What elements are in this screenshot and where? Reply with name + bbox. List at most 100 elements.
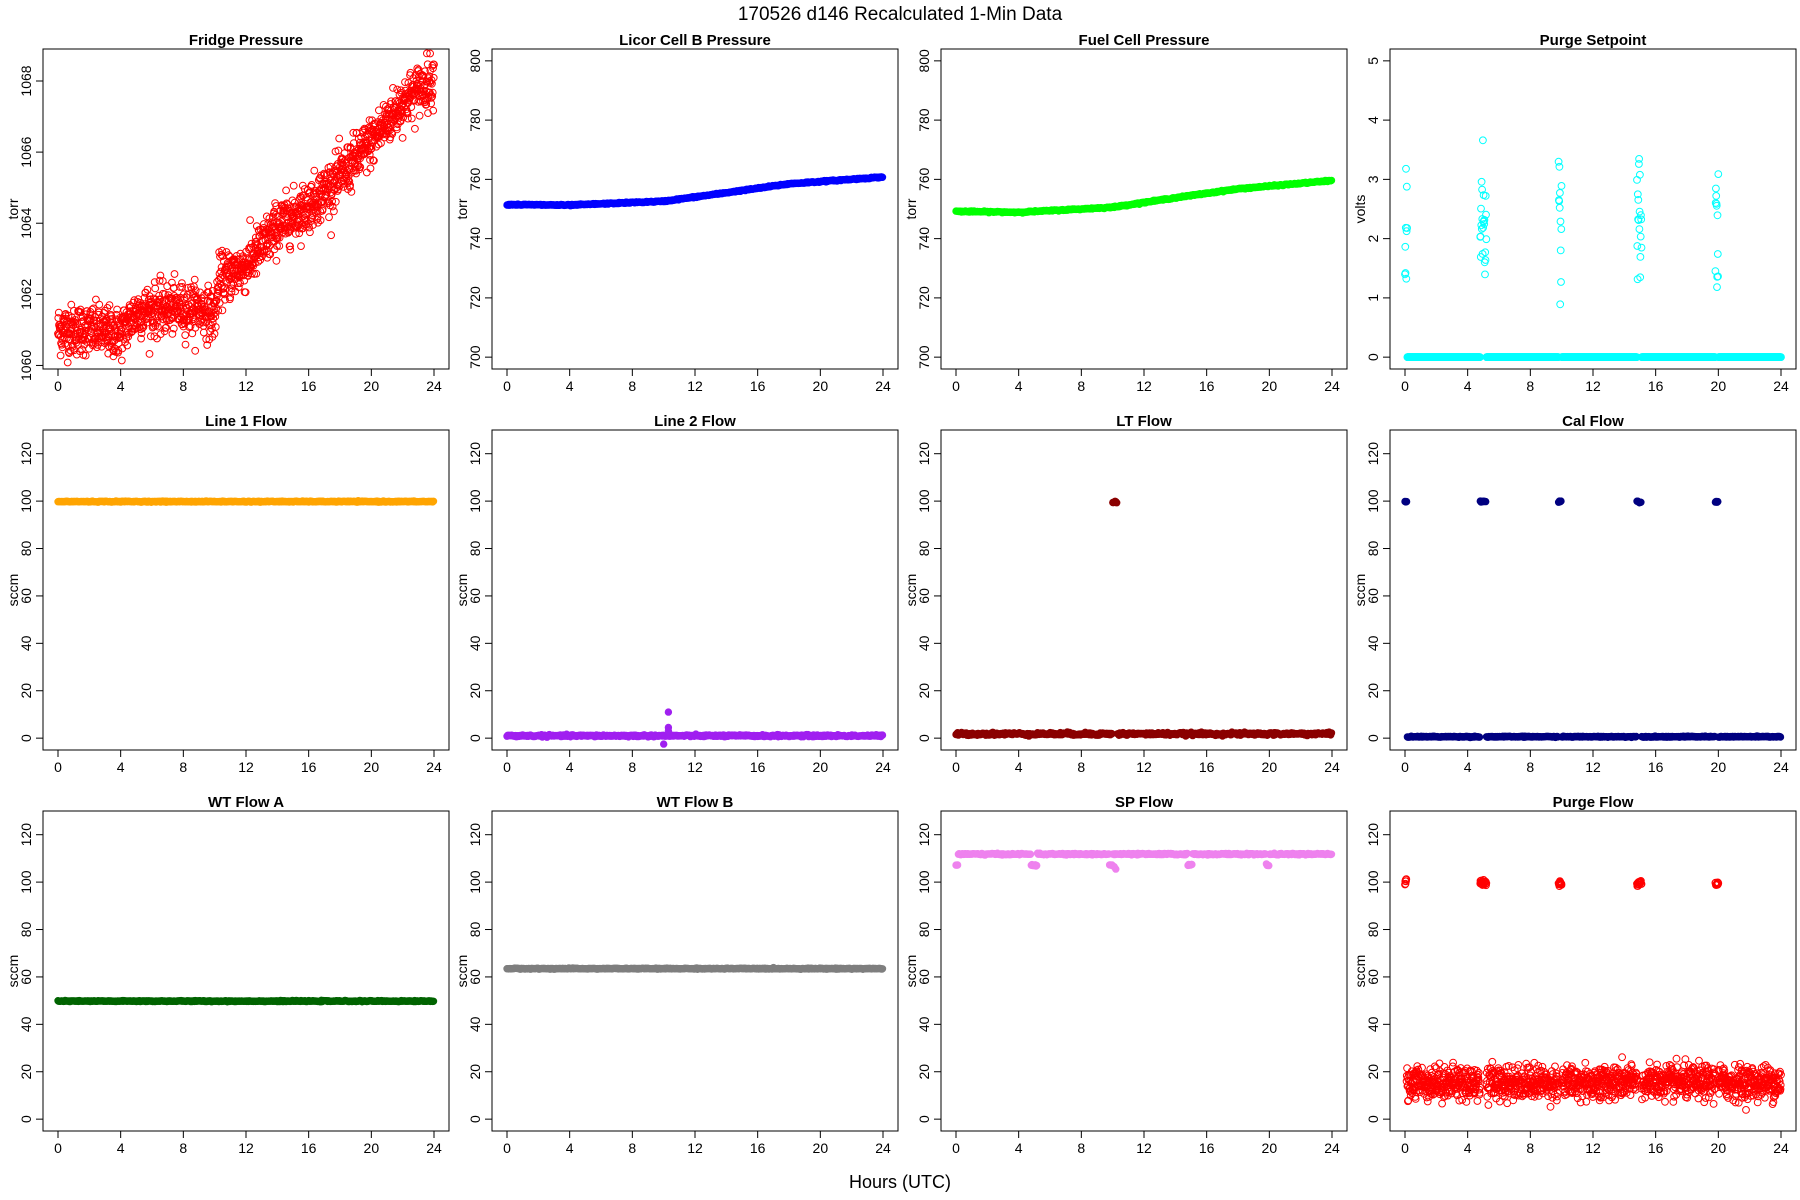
x-tick-label: 12 [238,759,254,775]
data-point [280,209,288,217]
data-point [209,287,217,295]
y-tick-label: 0 [1365,353,1381,361]
y-tick-label: 1062 [18,279,34,310]
x-tick-label: 20 [364,759,380,775]
x-tick-label: 16 [750,759,766,775]
y-tick-label: 60 [467,588,483,604]
data-point [169,324,178,333]
data-point [168,278,176,287]
data-point [236,249,245,258]
data-point [162,323,171,332]
y-tick-label: 100 [467,489,483,513]
y-tick-label: 5 [1365,57,1381,65]
data-point [1713,283,1721,292]
x-tick-label: 24 [1324,378,1340,394]
x-tick-label: 0 [54,759,62,775]
data-point [325,213,333,222]
plot-frame [1389,48,1797,370]
data-point [362,168,371,177]
data-point [170,270,179,278]
data-point [664,708,673,716]
data-point [155,291,164,300]
y-tick-label: 40 [18,635,34,651]
x-tick-label: 4 [117,378,125,394]
data-point [327,231,336,240]
y-tick-label: 60 [18,588,34,604]
data-point [117,356,126,365]
x-tick-label: 12 [1136,378,1152,394]
x-tick-label: 4 [566,378,574,394]
x-tick-label: 20 [813,759,829,775]
data-point [306,228,314,237]
panel-title: Fridge Pressure [189,32,303,49]
data-point [1633,176,1641,184]
data-point [254,257,263,266]
data-point [1477,177,1486,186]
data-points [952,176,1336,217]
data-point [214,306,223,315]
x-tick-label: 12 [687,378,703,394]
data-point [69,321,78,330]
data-point [415,111,424,120]
data-point [1557,225,1566,234]
data-point [181,340,190,349]
data-point [411,124,419,133]
data-point [70,346,79,355]
data-point [878,731,887,739]
x-tick-label: 12 [687,759,703,775]
data-point [118,344,127,353]
data-point [1402,182,1411,191]
panel-title: Licor Cell B Pressure [619,32,771,49]
y-tick-label: 120 [18,442,34,466]
x-tick-label: 12 [238,378,254,394]
data-point [1556,189,1564,197]
data-point [196,288,205,297]
panel-title: Fuel Cell Pressure [1079,32,1210,49]
data-point [1635,225,1644,234]
data-point [140,293,149,302]
data-point [145,350,154,358]
x-tick-label: 16 [301,759,317,775]
data-point [289,181,298,190]
x-tick-label: 8 [628,378,636,394]
data-point [227,288,236,296]
y-tick-label: 740 [916,227,932,251]
data-point [163,282,172,291]
x-tick-label: 4 [566,759,574,775]
data-point [176,283,184,291]
x-tick-label: 0 [1401,378,1409,394]
data-point [160,327,169,336]
data-point [89,304,98,313]
data-point [1555,203,1564,212]
x-tick-label: 4 [1015,378,1023,394]
data-point [659,740,668,748]
x-tick-label: 24 [1773,378,1789,394]
data-point [173,293,181,302]
data-points [54,49,438,367]
data-point [128,327,137,335]
data-point [246,216,255,225]
y-axis-label: volts [1352,195,1368,224]
data-point [878,173,887,182]
y-tick-label: 800 [916,49,932,73]
plot-frame [491,48,899,370]
data-point [291,230,300,238]
data-point [219,285,228,293]
data-point [330,207,338,216]
data-point [155,276,164,285]
data-point [258,247,267,255]
data-point [1633,242,1642,250]
y-tick-label: 1068 [18,65,34,96]
data-point [407,114,416,123]
x-tick-label: 16 [1648,378,1664,394]
data-point [88,305,97,314]
y-tick-label: 0 [467,734,483,742]
data-point [81,351,90,360]
x-tick-label: 20 [364,378,380,394]
data-point [66,346,75,355]
y-tick-label: 1064 [18,207,34,238]
data-points [503,173,887,210]
y-tick-label: 760 [916,167,932,191]
